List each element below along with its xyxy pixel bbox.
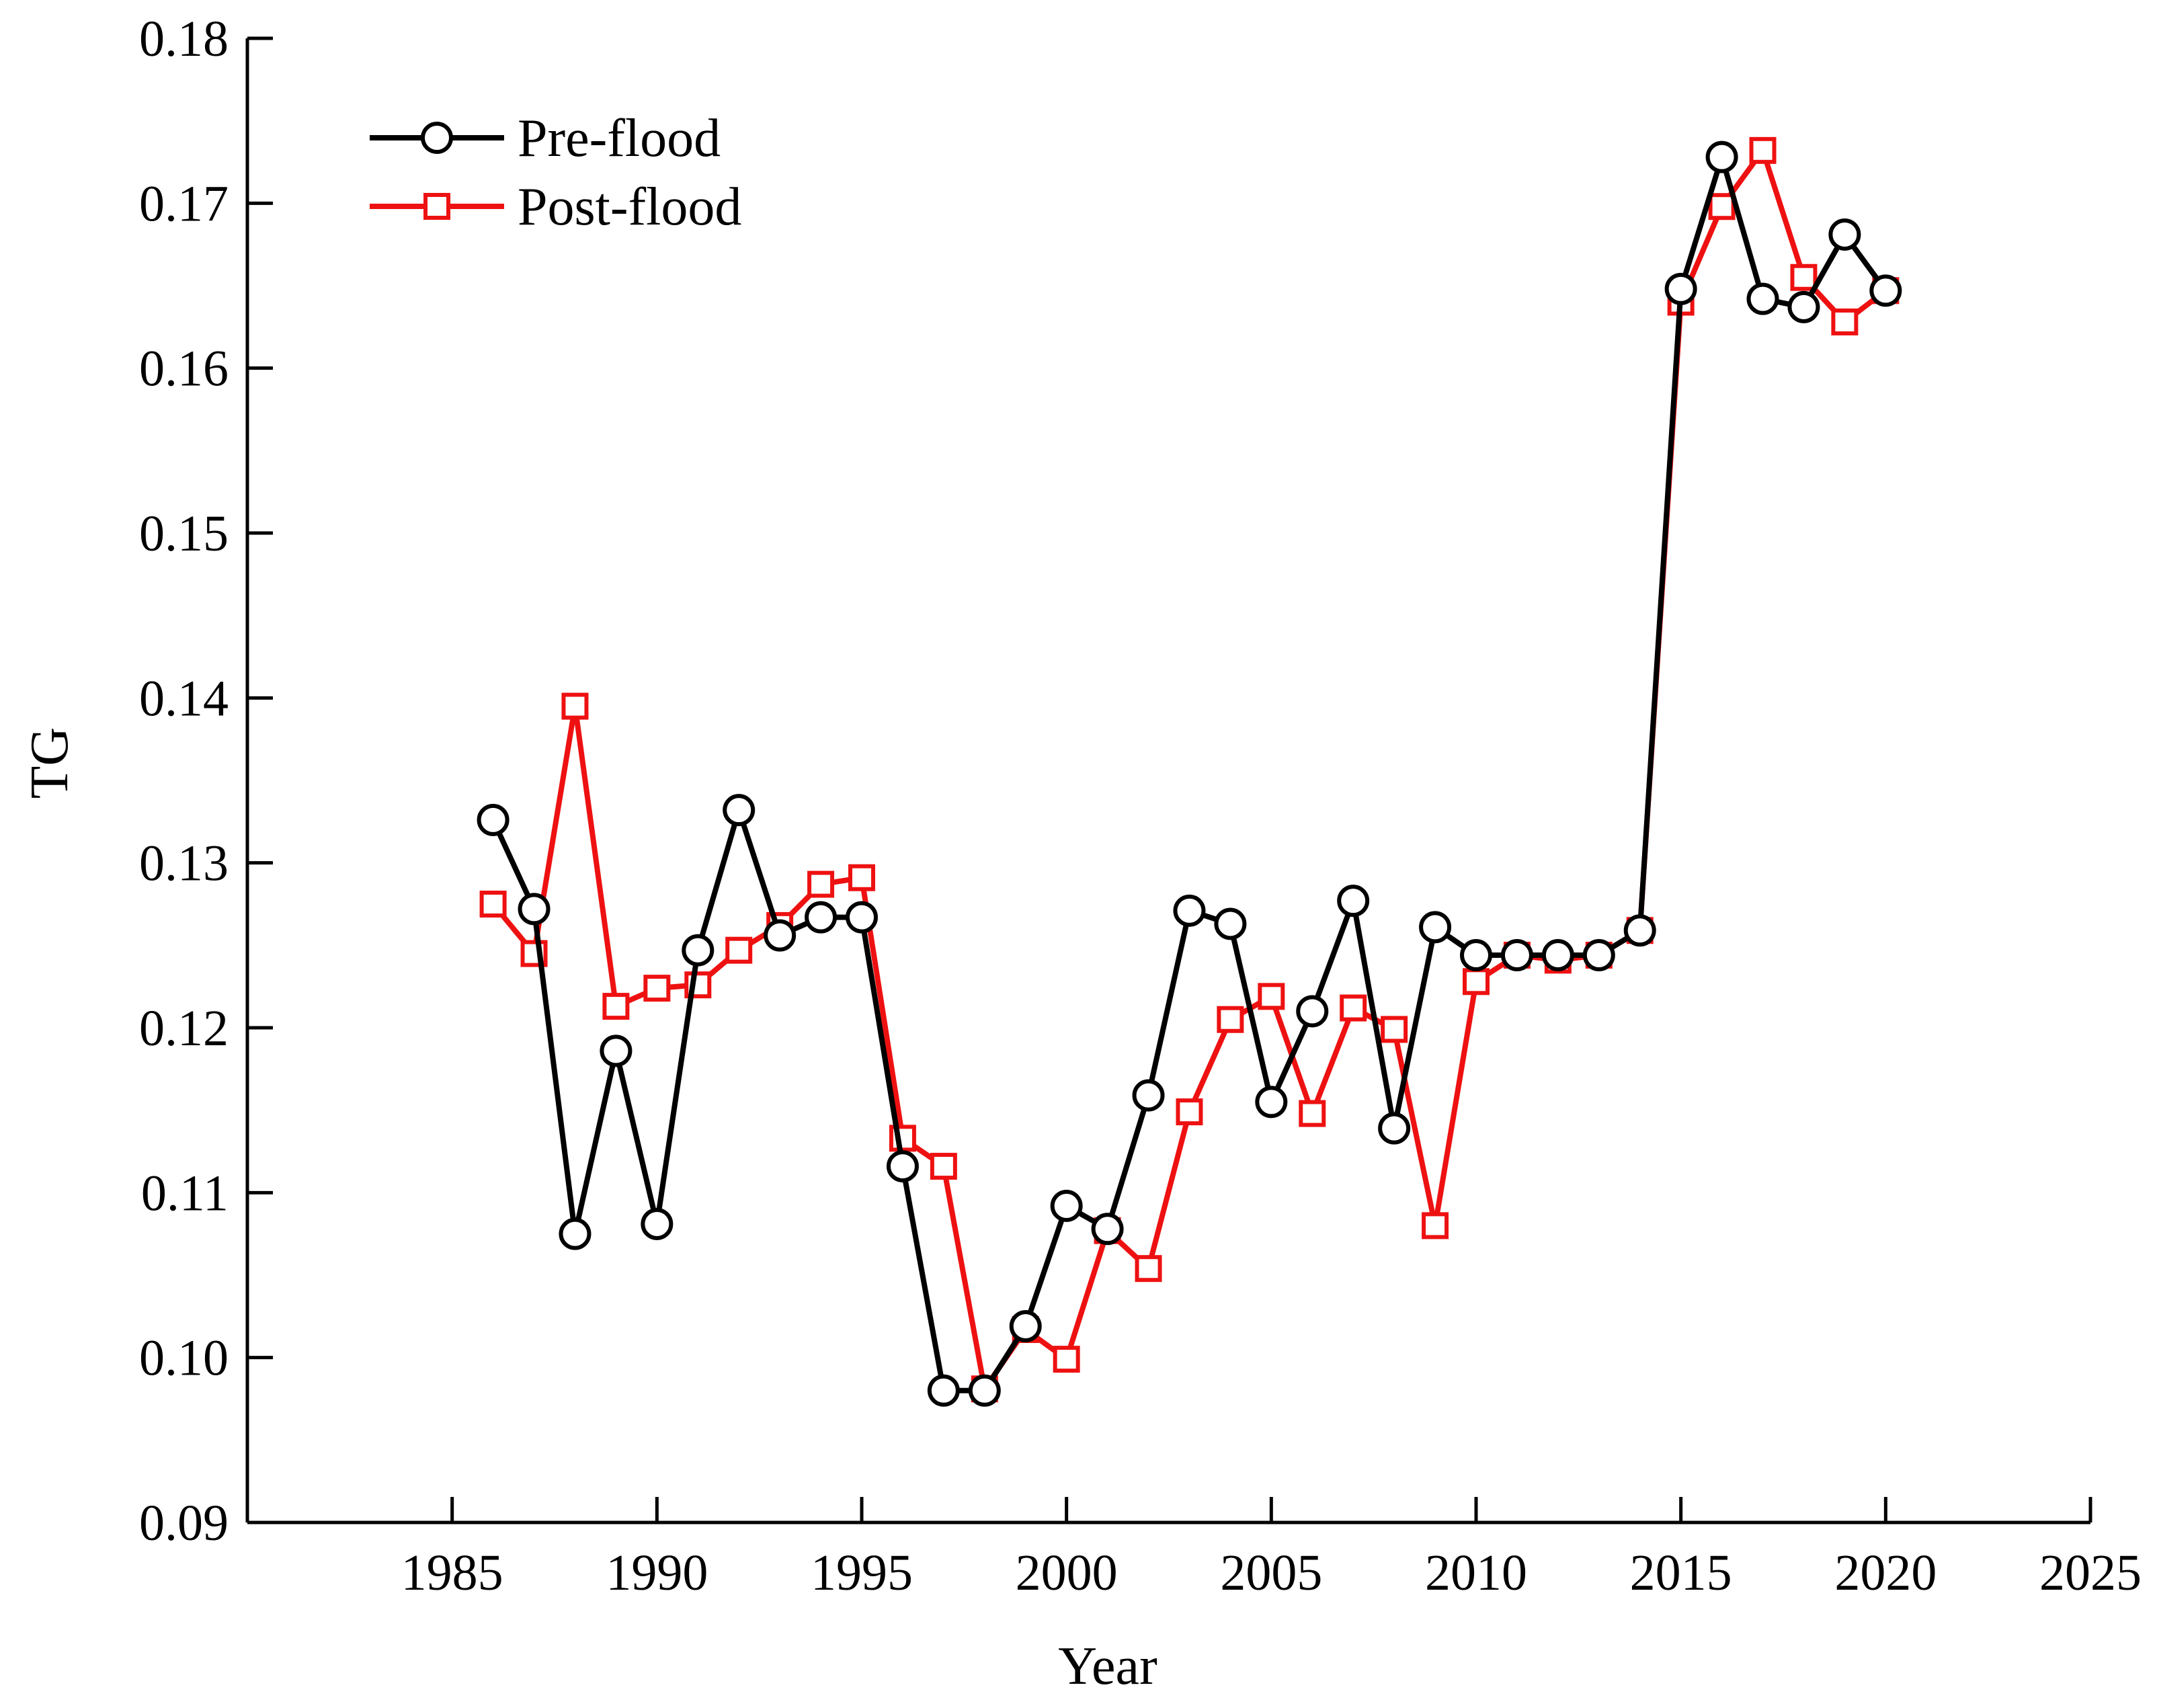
data-point-pre-flood: [682, 934, 715, 967]
data-point-pre-flood: [1419, 911, 1452, 944]
y-tick-label: 0.11: [141, 1165, 229, 1221]
data-point-post-flood: [1831, 308, 1859, 335]
y-axis-title: TG: [20, 727, 79, 799]
y-tick-label: 0.17: [139, 175, 229, 232]
legend-marker-square: [423, 193, 450, 220]
x-tick-label: 2005: [1220, 1545, 1322, 1601]
data-point-post-flood: [1340, 994, 1367, 1022]
data-point-pre-flood: [846, 901, 878, 934]
data-point-post-flood: [1258, 983, 1285, 1010]
data-point-post-flood: [1749, 136, 1777, 164]
data-point-pre-flood: [641, 1207, 674, 1240]
data-point-post-flood: [643, 975, 671, 1002]
data-point-pre-flood: [1460, 939, 1492, 972]
data-point-pre-flood: [764, 919, 797, 952]
data-point-post-flood: [602, 993, 630, 1020]
series-layer: [477, 136, 1902, 1407]
y-tick-label: 0.12: [139, 1000, 229, 1057]
data-point-pre-flood: [600, 1034, 633, 1067]
x-tick-label: 2015: [1630, 1545, 1732, 1601]
data-point-pre-flood: [1214, 907, 1247, 940]
x-tick-label: 2010: [1425, 1545, 1527, 1601]
x-axis-title: Year: [1058, 1637, 1157, 1696]
data-point-pre-flood: [1664, 272, 1697, 305]
legend-item-post-flood: Post-flood: [370, 177, 741, 237]
data-point-pre-flood: [927, 1374, 960, 1407]
data-point-post-flood: [1053, 1346, 1080, 1373]
data-point-pre-flood: [1500, 939, 1533, 972]
y-tick-label: 0.10: [139, 1330, 229, 1387]
data-point-post-flood: [479, 891, 507, 918]
data-point-pre-flood: [1255, 1086, 1288, 1119]
legend-item-pre-flood: Pre-flood: [370, 109, 721, 168]
data-point-pre-flood: [968, 1374, 1001, 1407]
data-point-pre-flood: [1378, 1112, 1411, 1145]
data-point-pre-flood: [886, 1150, 919, 1183]
data-point-pre-flood: [1296, 995, 1329, 1028]
data-point-pre-flood: [1869, 274, 1902, 307]
data-point-pre-flood: [1337, 885, 1370, 918]
data-point-pre-flood: [1787, 290, 1820, 323]
data-point-pre-flood: [1173, 894, 1206, 927]
data-point-post-flood: [1299, 1100, 1326, 1127]
data-point-pre-flood: [1582, 939, 1615, 972]
x-tick-label: 2020: [1834, 1545, 1937, 1601]
x-tick-label: 2025: [2039, 1545, 2142, 1601]
data-point-post-flood: [1422, 1212, 1449, 1239]
x-tick-label: 2000: [1016, 1545, 1118, 1601]
y-tick-label: 0.09: [139, 1495, 229, 1551]
series-post-flood: [479, 136, 1900, 1403]
y-tick-label: 0.13: [139, 836, 229, 892]
data-point-post-flood: [1790, 263, 1818, 291]
data-point-pre-flood: [518, 893, 551, 926]
data-point-post-flood: [1217, 1006, 1244, 1033]
x-tick-label: 1990: [606, 1545, 708, 1601]
series-line-pre-flood: [490, 154, 1888, 1393]
data-point-post-flood: [561, 692, 589, 720]
data-point-pre-flood: [1705, 140, 1738, 173]
data-point-post-flood: [930, 1153, 957, 1180]
data-point-pre-flood: [1091, 1213, 1124, 1246]
data-point-post-flood: [1135, 1255, 1162, 1283]
axes: 1985 1990 1995 2000 2005 2010 2015 2020 2025 0.09…: [139, 11, 2142, 1601]
y-tick-label: 0.16: [139, 341, 229, 397]
data-point-pre-flood: [1541, 939, 1574, 972]
y-tick-label: 0.18: [139, 11, 229, 67]
legend-label: Post-flood: [518, 177, 741, 237]
legend-marker-circle: [421, 122, 453, 154]
data-point-pre-flood: [723, 794, 756, 827]
data-point-post-flood: [1381, 1016, 1408, 1043]
data-point-post-flood: [848, 864, 875, 891]
y-tick-label: 0.15: [139, 505, 229, 562]
data-point-pre-flood: [1828, 218, 1861, 251]
data-point-pre-flood: [559, 1217, 592, 1250]
data-point-pre-flood: [1623, 914, 1656, 947]
data-point-pre-flood: [805, 901, 838, 934]
data-point-pre-flood: [1746, 282, 1779, 315]
x-tick-label: 1995: [811, 1545, 913, 1601]
y-tick-label: 0.14: [139, 670, 229, 727]
data-point-post-flood: [807, 870, 835, 898]
data-point-pre-flood: [477, 803, 510, 836]
series-pre-flood: [477, 140, 1902, 1407]
data-point-pre-flood: [1050, 1189, 1083, 1222]
data-point-post-flood: [1463, 968, 1490, 995]
data-point-post-flood: [1176, 1098, 1203, 1126]
data-point-post-flood: [1708, 193, 1736, 220]
x-tick-label: 1985: [401, 1545, 503, 1601]
data-point-pre-flood: [1132, 1079, 1165, 1112]
legend: Pre-flood Post-flood: [370, 109, 741, 237]
legend-label: Pre-flood: [518, 109, 721, 168]
data-point-post-flood: [725, 936, 753, 964]
data-point-pre-flood: [1009, 1310, 1042, 1343]
